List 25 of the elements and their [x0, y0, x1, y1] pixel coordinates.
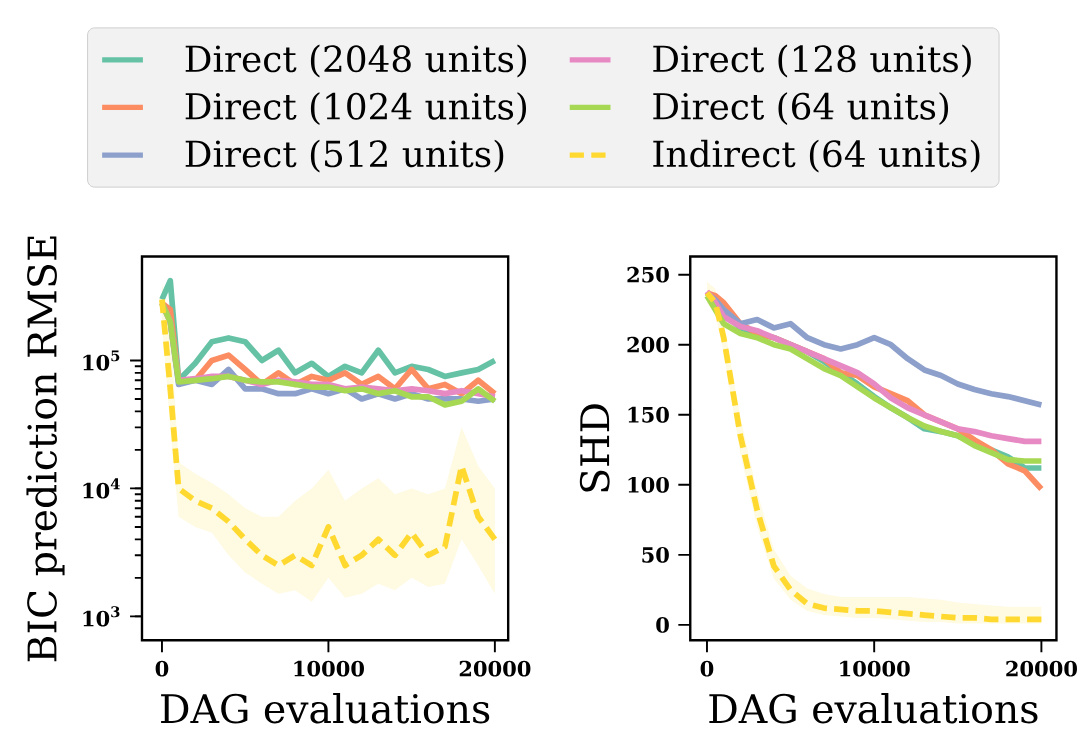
x-tick-label: 0 [155, 660, 169, 677]
x-tick-label: 10000 [294, 660, 364, 677]
x-tick-label: 20000 [459, 660, 531, 677]
y-axis-title: SHD [579, 404, 610, 492]
y-axis-title: BIC prediction RMSE [26, 236, 65, 662]
x-tick-label: 0 [700, 660, 714, 677]
y-tick-label: 50 [642, 546, 669, 563]
x-axis-title: DAG evaluations [709, 692, 1038, 724]
y-tick-label: 10$^{3}$ [83, 606, 120, 627]
y-tick-label: 250 [627, 266, 669, 283]
x-tick-label: 20000 [1006, 660, 1077, 677]
y-tick-label: 200 [627, 336, 669, 353]
x-tick-label: 10000 [840, 660, 910, 677]
y-tick-label: 150 [628, 406, 669, 423]
y-tick-label: 10$^{5}$ [83, 350, 120, 371]
legend-label: Direct (2048 units) [185, 44, 527, 78]
legend-label: Direct (1024 units) [185, 91, 527, 125]
x-axis-title: DAG evaluations [161, 692, 490, 724]
legend-label: Direct (64 units) [653, 91, 949, 125]
legend-label: Direct (512 units) [185, 139, 504, 173]
y-tick-label: 0 [656, 616, 669, 633]
y-tick-label: 100 [628, 476, 669, 493]
y-tick-label: 10$^{4}$ [83, 478, 120, 499]
legend-label: Direct (128 units) [653, 44, 971, 78]
legend-label: Indirect (64 units) [653, 139, 980, 173]
